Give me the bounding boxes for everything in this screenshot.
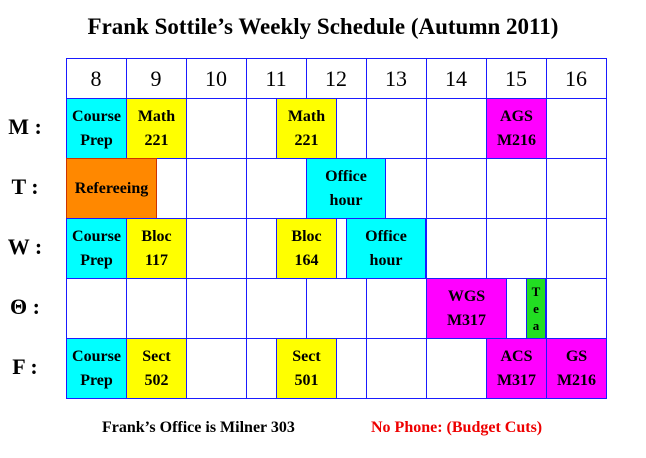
phone-note: No Phone: (Budget Cuts) [371,419,543,436]
day-label-tuesday: T : [11,174,39,199]
day-label-friday: F : [12,354,38,379]
event-tue-refereeing: Refereeing [66,158,157,219]
event-wed-course-prep: Course Prep [66,218,127,279]
event-tue-office-hour: Office hour [306,158,386,219]
event-fri-acs: ACS M317 [486,338,547,399]
office-location-note: Frank’s Office is Milner 303 [102,419,295,436]
hour-header-10: 10 [205,66,227,91]
hour-header-15: 15 [505,66,527,91]
hour-header-16: 16 [565,66,587,91]
event-thu-wgs: WGS M317 [426,278,507,339]
event-wed-office-hour: Office hour [346,218,426,279]
hour-header-12: 12 [325,66,347,91]
event-fri-course-prep: Course Prep [66,338,127,399]
event-mon-math-221: Math 221 [126,98,187,159]
event-mon-math-221-late: Math 221 [276,98,337,159]
event-mon-ags: AGS M216 [486,98,547,159]
event-wed-bloc-164: Bloc 164 [276,218,337,279]
day-label-wednesday: W : [7,234,43,259]
event-fri-sect-501: Sect 501 [276,338,337,399]
event-fri-gs: GS M216 [546,338,607,399]
page-title: Frank Sottile’s Weekly Schedule (Autumn … [87,14,559,39]
hour-header-9: 9 [150,66,162,91]
day-label-thursday: Θ : [10,294,40,319]
hour-header-8: 8 [90,66,102,91]
event-mon-course-prep: Course Prep [66,98,127,159]
event-wed-bloc-117: Bloc 117 [126,218,187,279]
hour-header-13: 13 [385,66,407,91]
event-fri-sect-502: Sect 502 [126,338,187,399]
hour-header-11: 11 [265,66,287,91]
day-label-monday: M : [8,114,42,139]
hour-header-14: 14 [445,66,467,91]
